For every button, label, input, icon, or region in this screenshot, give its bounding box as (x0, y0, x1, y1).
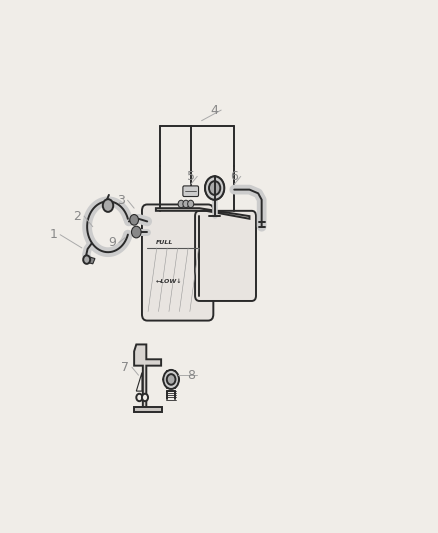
Text: 7: 7 (121, 361, 129, 374)
Text: 1: 1 (49, 228, 57, 241)
Circle shape (209, 181, 220, 195)
Circle shape (136, 394, 142, 401)
Text: 6: 6 (230, 170, 238, 183)
Polygon shape (136, 373, 142, 391)
Polygon shape (156, 208, 250, 219)
Circle shape (103, 199, 113, 212)
FancyBboxPatch shape (195, 211, 256, 301)
Circle shape (205, 176, 224, 200)
Circle shape (130, 215, 138, 225)
FancyBboxPatch shape (142, 205, 213, 320)
Circle shape (178, 200, 184, 208)
Text: 5: 5 (187, 170, 195, 183)
Text: 2: 2 (74, 209, 81, 223)
Text: 8: 8 (187, 369, 195, 382)
Text: FULL: FULL (156, 240, 173, 245)
Text: ←LOW↓: ←LOW↓ (156, 279, 182, 284)
Polygon shape (134, 344, 161, 407)
Polygon shape (134, 407, 162, 413)
Polygon shape (83, 256, 95, 264)
Text: 4: 4 (211, 103, 219, 117)
Circle shape (163, 370, 179, 389)
Circle shape (142, 394, 148, 401)
Wedge shape (205, 176, 224, 200)
Circle shape (131, 226, 141, 238)
Circle shape (83, 255, 90, 264)
FancyBboxPatch shape (183, 186, 198, 197)
Circle shape (183, 200, 189, 208)
Text: 3: 3 (117, 193, 125, 207)
Circle shape (167, 374, 176, 385)
Text: 9: 9 (109, 236, 117, 249)
Circle shape (187, 200, 194, 208)
